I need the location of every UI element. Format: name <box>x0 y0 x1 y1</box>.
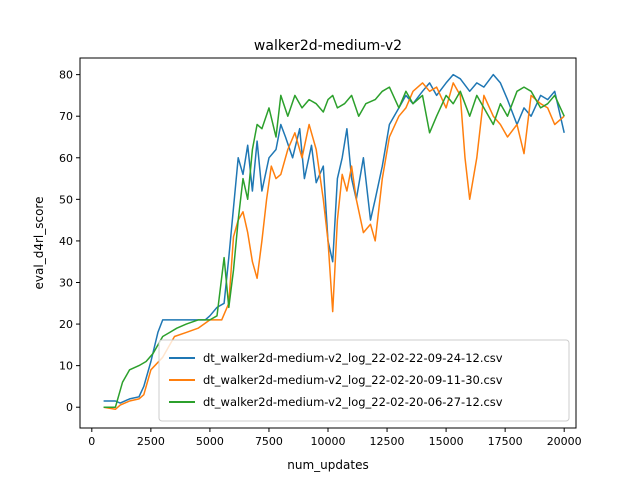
y-tick-label: 10 <box>59 360 73 373</box>
x-tick-label: 5000 <box>196 435 224 448</box>
plot-lines <box>103 73 565 411</box>
y-tick-label: 20 <box>59 318 73 331</box>
y-tick-label: 70 <box>59 110 73 123</box>
x-tick-label: 7500 <box>255 435 283 448</box>
legend-label-3: dt_walker2d-medium-v2_log_22-02-20-06-27… <box>203 395 503 409</box>
legend: dt_walker2d-medium-v2_log_22-02-22-09-24… <box>158 339 570 422</box>
y-tick-label: 50 <box>59 193 73 206</box>
legend-label-2: dt_walker2d-medium-v2_log_22-02-20-09-11… <box>203 373 503 387</box>
x-tick-label: 20000 <box>547 435 582 448</box>
x-axis: 0 2500 5000 7500 10000 12500 15000 17500 20000 <box>88 428 582 448</box>
series-line-3 <box>103 86 565 408</box>
legend-box <box>158 339 570 422</box>
y-axis: 0 10 20 30 40 50 60 70 80 <box>59 69 80 414</box>
y-tick-label: 40 <box>59 235 73 248</box>
y-tick-label: 30 <box>59 276 73 289</box>
x-tick-label: 2500 <box>137 435 165 448</box>
legend-label-1: dt_walker2d-medium-v2_log_22-02-22-09-24… <box>203 351 503 365</box>
x-tick-label: 17500 <box>488 435 523 448</box>
series-line-2 <box>103 82 565 411</box>
x-axis-label: num_updates <box>287 458 368 472</box>
x-tick-label: 0 <box>88 435 95 448</box>
chart-title: walker2d-medium-v2 <box>254 38 402 54</box>
x-tick-label: 10000 <box>311 435 346 448</box>
x-tick-label: 15000 <box>429 435 464 448</box>
y-tick-label: 0 <box>66 401 73 414</box>
x-tick-label: 12500 <box>370 435 405 448</box>
y-tick-label: 80 <box>59 69 73 82</box>
y-tick-label: 60 <box>59 152 73 165</box>
y-axis-label: eval_d4rl_score <box>32 197 46 290</box>
